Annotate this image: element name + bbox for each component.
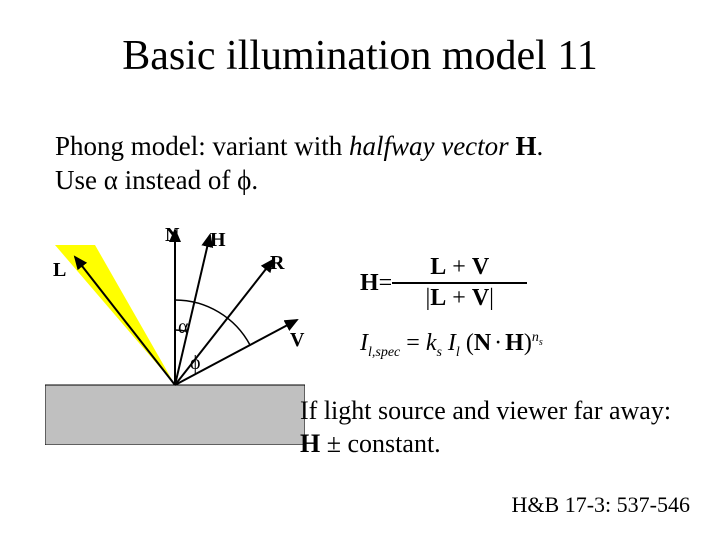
body-line1-H: H — [515, 131, 536, 161]
svg-text:V: V — [290, 329, 305, 351]
svg-text:ϕ: ϕ — [190, 352, 201, 374]
halfway-vector-equation: H = L + V |L + V| — [360, 255, 527, 311]
far-away-note: If light source and viewer far away: H ±… — [300, 395, 700, 460]
halfway-vector-diagram: N H L R Vαϕ — [45, 225, 305, 445]
svg-text:α: α — [178, 316, 189, 338]
body-line2-phi: ϕ — [237, 165, 251, 195]
svg-text:H: H — [210, 229, 226, 251]
specular-equation: Il,spec = ks Il (N·H)ns — [360, 330, 543, 361]
body-line1-a: Phong model: variant with — [55, 131, 349, 161]
body-paragraph: Phong model: variant with halfway vector… — [55, 130, 675, 198]
body-line1-d: . — [536, 131, 543, 161]
body-line2-c: . — [251, 165, 258, 195]
body-line2-a: Use — [55, 165, 104, 195]
body-line1-b: halfway vector — [349, 131, 509, 161]
slide-title: Basic illumination model 11 — [0, 32, 720, 80]
eq-h-lhs: H — [360, 270, 379, 297]
eq-h-eq: = — [379, 270, 393, 297]
eq-h-den: |L + V| — [425, 286, 494, 311]
svg-text:N: N — [165, 225, 180, 246]
eq-h-rule — [392, 282, 527, 284]
body-line2-alpha: α — [104, 165, 118, 195]
svg-text:R: R — [270, 252, 285, 274]
citation: H&B 17-3: 537-546 — [512, 492, 690, 518]
eq-h-num: L + V — [430, 255, 489, 280]
body-line2-b: instead of — [118, 165, 237, 195]
svg-text:L: L — [53, 259, 66, 281]
